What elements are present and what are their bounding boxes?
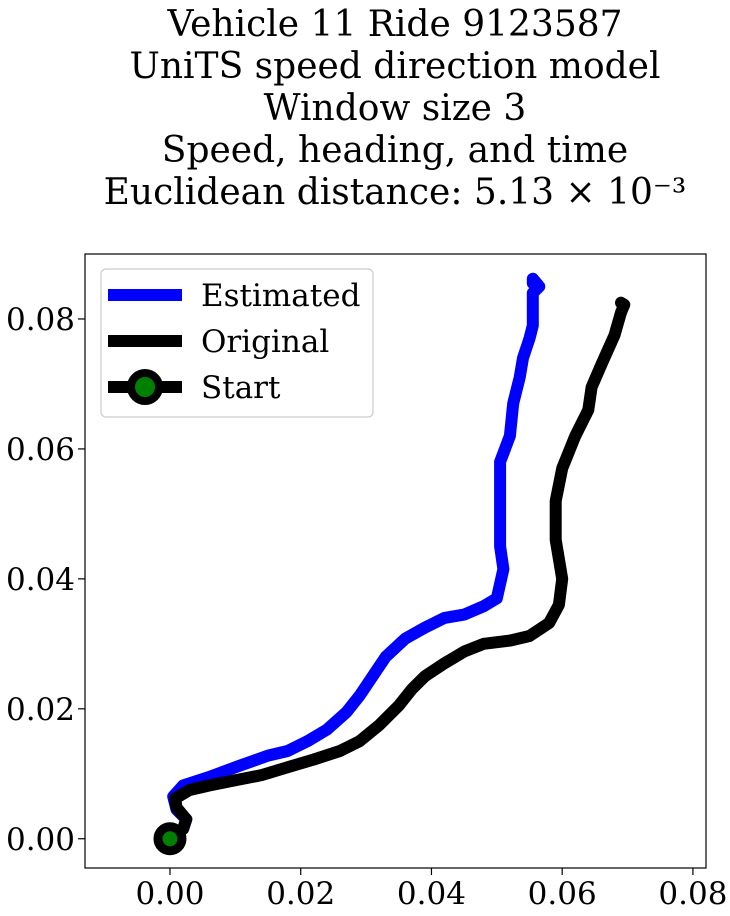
y-tick-label: 0.04 [6,562,75,598]
title-line-1: Vehicle 11 Ride 9123587 [166,4,622,45]
x-tick-label: 0.00 [135,876,204,912]
legend-start-marker [127,369,163,405]
series-line-original [164,296,631,845]
legend-estimated-label: Estimated [201,278,360,314]
x-tick-label: 0.02 [266,876,335,912]
x-tick-label: 0.04 [397,876,466,912]
legend-original-label: Original [201,324,329,360]
series-line-estimated [164,272,546,845]
x-tick-label: 0.06 [528,876,597,912]
start-marker [153,822,187,856]
legend-start-label: Start [201,370,281,406]
plot-area [153,272,631,856]
x-tick-label: 0.08 [658,876,727,912]
y-tick-label: 0.06 [6,432,75,468]
title-line-2: UniTS speed direction model [130,46,661,87]
legend-box [100,268,374,418]
title-line-3: Window size 3 [264,88,527,129]
x-axis: 0.00 0.02 0.04 0.06 0.08 [135,868,727,912]
chart-title: Vehicle 11 Ride 9123587 UniTS speed dire… [104,4,687,213]
title-line-5: Euclidean distance: 5.13 × 10⁻³ [104,172,687,213]
y-tick-label: 0.00 [6,822,75,858]
y-tick-label: 0.02 [6,692,75,728]
y-tick-label: 0.08 [6,302,75,338]
plot-frame [84,253,707,869]
legend: Estimated Original Start [100,268,374,418]
title-line-4: Speed, heading, and time [162,130,628,171]
y-axis: 0.00 0.02 0.04 0.06 0.08 [6,302,85,858]
